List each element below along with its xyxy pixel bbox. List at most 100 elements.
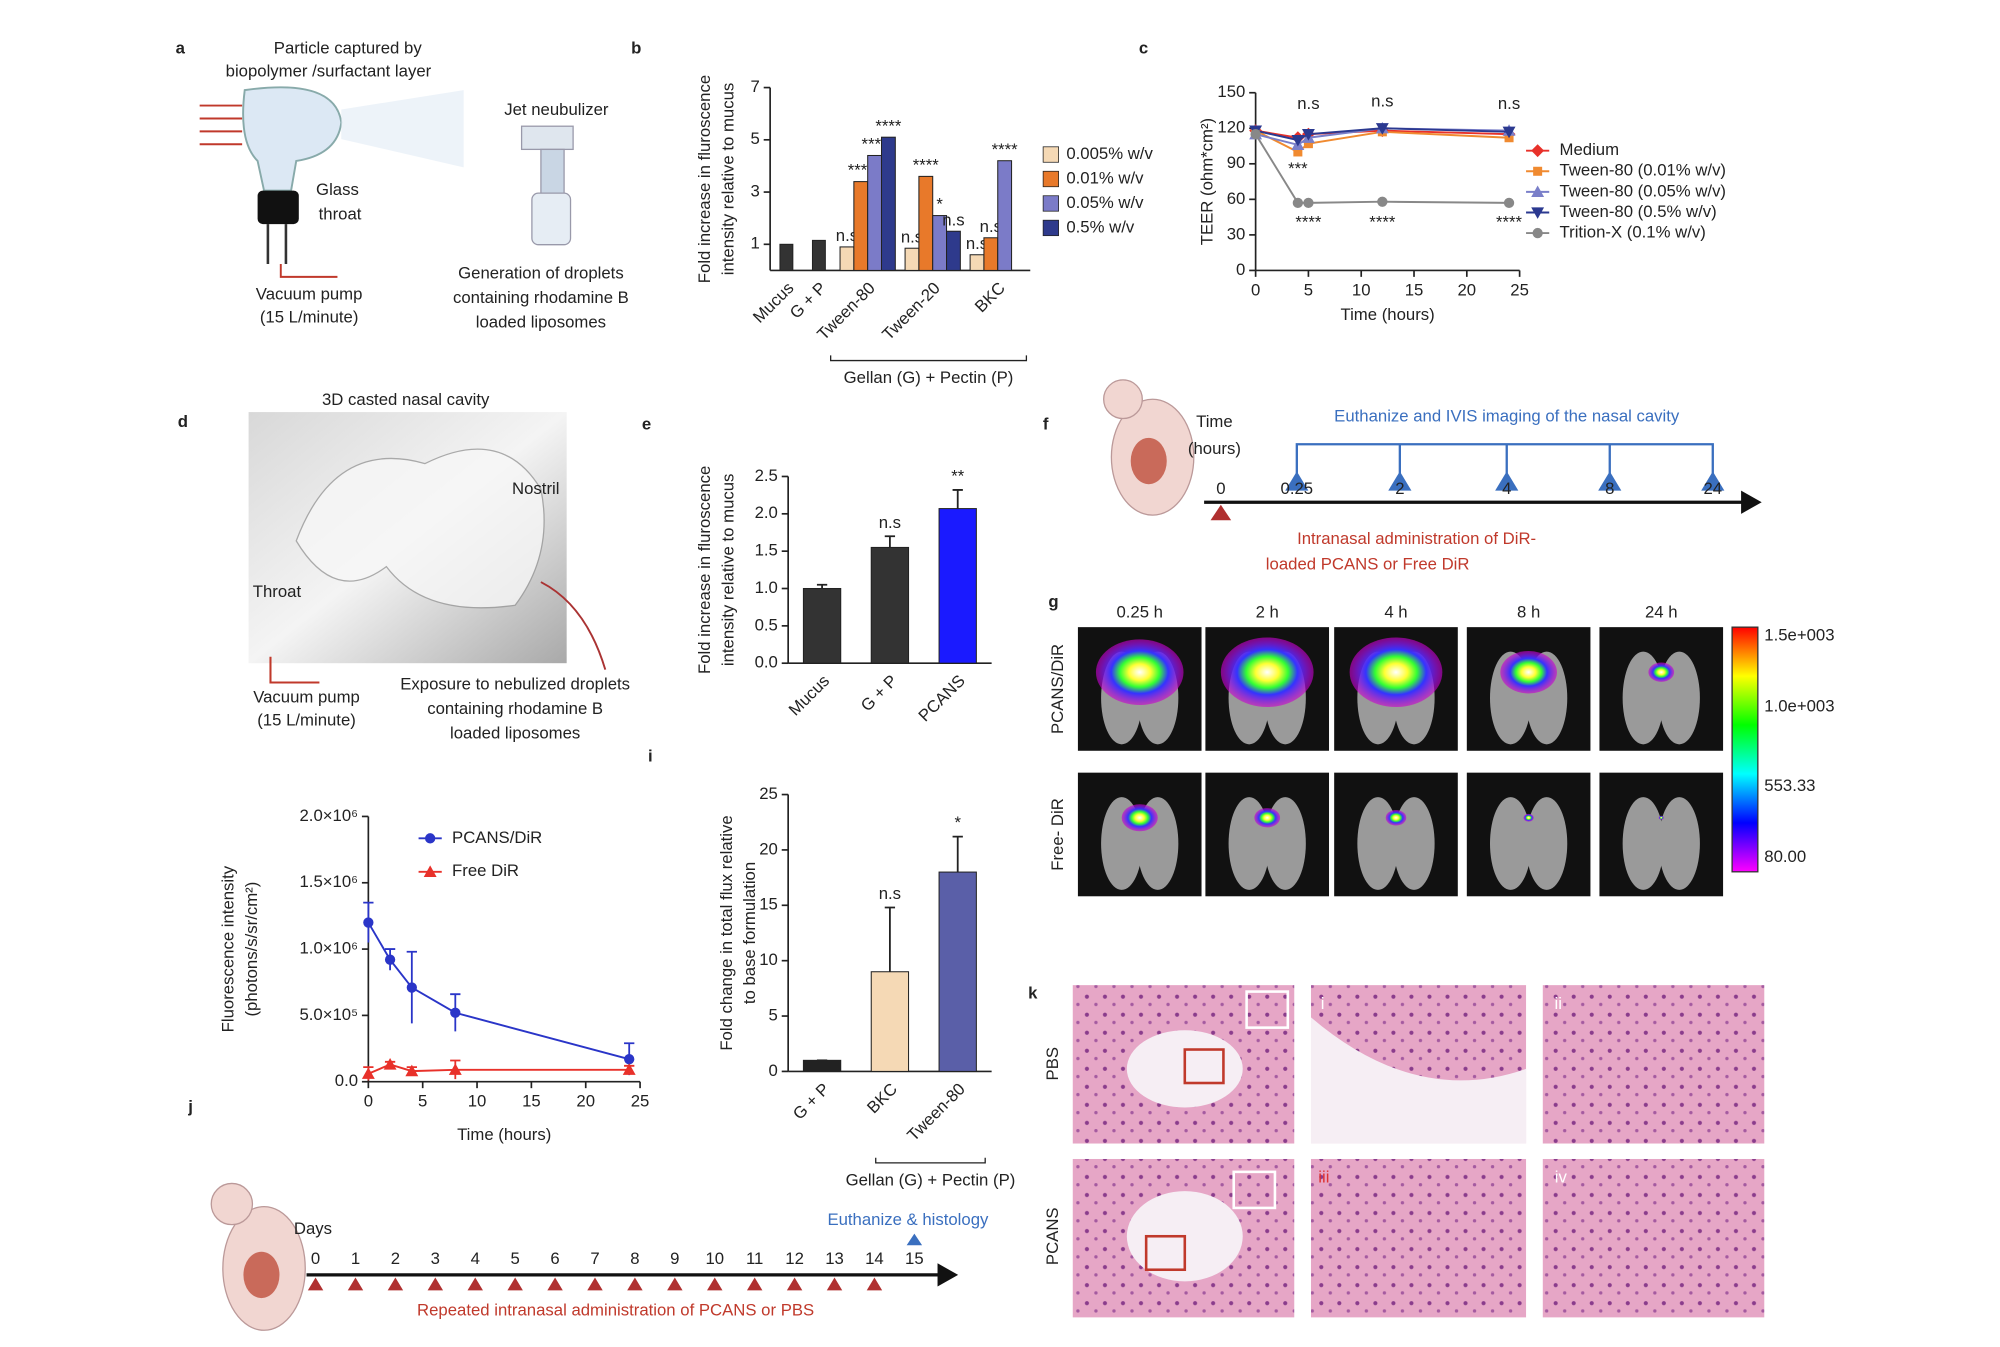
panel-label: g (1048, 592, 1058, 611)
label: Euthanize and IVIS imaging of the nasal … (1334, 407, 1680, 426)
y-tick-label: 0.0 (335, 1071, 358, 1090)
panel-label: k (1028, 984, 1038, 1003)
y-tick-label: 5 (751, 129, 760, 148)
y-tick-label: 0.5 (755, 615, 778, 634)
signal (1349, 637, 1443, 707)
x-tick-label: 10 (468, 1092, 487, 1111)
label: Vacuum pump (253, 687, 360, 706)
significance: **** (913, 156, 940, 175)
y-tick-label: 10 (759, 950, 778, 969)
point (1301, 129, 1315, 141)
y-tick-label: 0 (1236, 260, 1245, 279)
point (622, 1063, 636, 1075)
dose-marker (507, 1277, 523, 1291)
point (363, 917, 374, 928)
signal (1523, 813, 1534, 822)
day-tick: 7 (590, 1249, 599, 1268)
point (448, 1063, 462, 1075)
y-axis-label: intensity relative to mucus (718, 474, 737, 667)
significance: **** (1295, 212, 1322, 231)
significance: n.s (1371, 92, 1393, 111)
y-tick-label: 3 (751, 181, 760, 200)
x-axis-label: Time (hours) (1340, 305, 1434, 324)
day-tick: 14 (865, 1249, 884, 1268)
timeline-tick: 2 (1395, 479, 1404, 498)
point (1250, 129, 1261, 140)
dose-marker (467, 1277, 483, 1291)
bar (969, 254, 985, 271)
dose-marker (307, 1277, 324, 1291)
panel-label: j (187, 1097, 193, 1116)
point (1291, 134, 1305, 147)
legend-marker (1533, 166, 1543, 176)
significance: **** (875, 116, 902, 135)
nasal-tissue (1658, 797, 1700, 890)
label: loaded liposomes (476, 313, 606, 332)
label: (15 L/minute) (257, 711, 356, 730)
timeline-tick: 0.25 (1281, 479, 1314, 498)
legend-label: Medium (1560, 140, 1620, 159)
bar (802, 587, 842, 664)
point (405, 1064, 419, 1077)
bar (802, 1059, 842, 1072)
error-bar (884, 906, 896, 972)
bar (867, 154, 883, 271)
legend-label: Tween-80 (0.05% w/v) (1560, 181, 1727, 200)
legend-label: Trition-X (0.1% w/v) (1560, 223, 1706, 242)
time-header: 0.25 h (1116, 602, 1163, 621)
y-tick-label: 5.0×10⁵ (299, 1005, 358, 1024)
label: containing rhodamine B (453, 288, 629, 307)
time-header: 4 h (1384, 602, 1407, 621)
error-bar (952, 489, 963, 509)
y-tick-label: 0.0 (755, 653, 778, 672)
y-axis-label: Fold increase in fluroscence (695, 466, 714, 674)
timeline-tick: 0 (1216, 479, 1225, 498)
x-tick-label: 5 (1304, 280, 1313, 299)
point (624, 1054, 635, 1065)
point (1303, 197, 1314, 209)
significance: n.s (901, 227, 923, 246)
series-line (367, 1063, 630, 1075)
point (1503, 197, 1515, 209)
day-tick: 11 (746, 1249, 763, 1268)
panel-label: a (176, 38, 186, 57)
bracket-label: Gellan (G) + Pectin (P) (844, 368, 1014, 387)
legend-label: PCANS/DiR (452, 828, 542, 847)
timeline-tick: 4 (1502, 479, 1511, 498)
legend-label: 0.01% w/v (1066, 168, 1144, 187)
histology-timeline (210, 1182, 959, 1331)
label: Particle captured by (274, 38, 423, 57)
x-tick-label: 0 (364, 1092, 373, 1111)
x-tick-label: 15 (522, 1092, 541, 1111)
dose-marker (547, 1277, 563, 1291)
legend-label: 0.005% w/v (1066, 144, 1153, 163)
nasal-tissue (1526, 797, 1568, 890)
nasal-cast-photo (248, 412, 607, 684)
x-tick-label: PCANS (915, 671, 969, 725)
bar (853, 181, 869, 271)
label: Repeated intranasal administration of PC… (417, 1300, 814, 1319)
y-tick-label: 150 (1217, 82, 1245, 101)
legend-marker (1531, 207, 1545, 219)
x-tick-label: 15 (1405, 280, 1424, 299)
legend-swatch (1042, 219, 1059, 237)
label: throat (319, 204, 362, 223)
time-header: 24 h (1645, 602, 1678, 621)
bar (983, 237, 999, 271)
significance: n.s (942, 210, 964, 229)
bar (779, 243, 794, 271)
label: PBS (1043, 1047, 1062, 1080)
error-bar (884, 535, 896, 548)
y-tick-label: 0 (769, 1061, 778, 1080)
colorbar-label: 553.33 (1764, 776, 1815, 795)
y-tick-label: 120 (1217, 118, 1245, 137)
y-axis-label: to base formulation (740, 862, 759, 1004)
x-tick-label: G + P (857, 671, 901, 715)
dose-marker (427, 1277, 444, 1291)
x-tick-label: 20 (1458, 280, 1477, 299)
label: biopolymer /surfactant layer (226, 62, 432, 81)
signal (1121, 804, 1158, 832)
significance: n.s (836, 226, 858, 245)
label: Vacuum pump (256, 284, 363, 303)
